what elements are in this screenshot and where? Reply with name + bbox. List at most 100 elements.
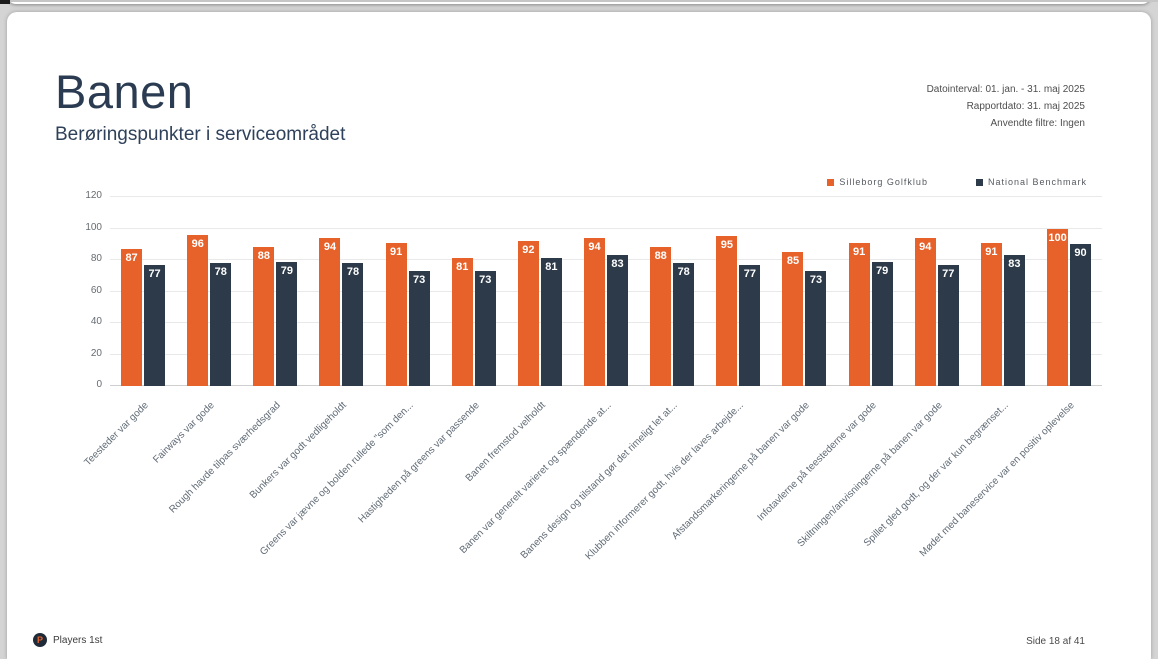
- y-tick-label: 80: [90, 253, 102, 264]
- gridline: [110, 259, 1102, 260]
- meta-report-date: Rapportdato: 31. maj 2025: [966, 101, 1085, 112]
- bar-group: 88 79: [242, 247, 308, 386]
- bar-benchmark: 83: [607, 255, 629, 386]
- bar-group: 91 79: [838, 242, 904, 386]
- bar-benchmark: 79: [276, 261, 298, 386]
- x-axis-labels: Teesteder var gode Fairways var gode Rough…: [83, 392, 1102, 622]
- bar-benchmark: 77: [937, 264, 959, 386]
- page-number: Side 18 af 41: [1026, 636, 1085, 647]
- bar-group: 94 78: [308, 237, 374, 386]
- bar-value-label: 73: [413, 274, 426, 287]
- gridline: [110, 353, 1102, 355]
- bar-value-label: 78: [214, 266, 227, 279]
- bar-value-label: 95: [720, 239, 733, 252]
- bar-club: 94: [914, 237, 936, 386]
- legend-label: Silleborg Golfklub: [839, 177, 928, 187]
- bar-benchmark: 78: [342, 263, 364, 386]
- footer-brand: P Players 1st: [33, 633, 102, 647]
- bar-benchmark: 77: [739, 264, 761, 386]
- bar-group: 81 73: [441, 258, 507, 386]
- bar-value-label: 92: [522, 244, 535, 257]
- bar-value-label: 87: [125, 251, 138, 264]
- bar-group: 91 73: [375, 242, 441, 386]
- report-page: Banen Berøringspunkter i serviceområdet …: [7, 12, 1151, 659]
- legend-swatch-icon: [827, 178, 835, 186]
- bar-benchmark: 90: [1070, 244, 1092, 386]
- bar-value-label: 81: [545, 261, 558, 274]
- bar-club: 91: [848, 242, 870, 386]
- meta-date-interval: Datointerval: 01. jan. - 31. maj 2025: [926, 84, 1085, 95]
- page-gap-shadow: [0, 0, 1158, 2]
- bar-value-label: 88: [654, 250, 667, 263]
- bar-value-label: 73: [809, 274, 823, 287]
- players1st-logo-icon: P: [33, 633, 47, 647]
- bar-value-label: 79: [280, 264, 293, 277]
- bar-value-label: 94: [588, 240, 601, 253]
- bar-value-label: 83: [1008, 258, 1021, 271]
- bar-value-label: 78: [346, 266, 360, 279]
- bar-value-label: 96: [191, 237, 204, 250]
- bar-club: 96: [187, 234, 209, 386]
- plot-area: 0 20 40 60 80 100 120 87 77 96 78 88 79 94 78 91 73 81 73 9…: [85, 190, 1102, 390]
- y-tick-label: 120: [85, 190, 102, 201]
- bar-value-label: 100: [1048, 231, 1067, 244]
- legend-item: Silleborg Golfklub: [827, 177, 928, 187]
- bar-benchmark: 78: [673, 263, 695, 386]
- bar-club: 100: [1047, 228, 1069, 386]
- bar-value-label: 85: [786, 255, 800, 268]
- bar-group: 88 78: [639, 247, 705, 386]
- bar-group: 94 83: [573, 237, 639, 386]
- bar-value-label: 91: [985, 245, 998, 258]
- bar-club: 91: [385, 242, 407, 386]
- bar-value-label: 94: [323, 240, 337, 253]
- page-subtitle: Berøringspunkter i serviceområdet: [55, 124, 346, 145]
- meta-filters: Anvendte filtre: Ingen: [990, 118, 1085, 129]
- legend-item: National Benchmark: [975, 177, 1087, 187]
- chart-legend: Silleborg Golfklub National Benchmark: [827, 177, 1087, 187]
- bar-value-label: 91: [390, 245, 403, 258]
- bar-value-label: 83: [611, 258, 624, 271]
- bar-value-label: 77: [743, 267, 756, 280]
- bar-benchmark: 81: [540, 258, 562, 386]
- brand-name: Players 1st: [53, 634, 103, 646]
- bar-value-label: 77: [942, 267, 955, 280]
- report-meta: Datointerval: 01. jan. - 31. maj 2025 Ra…: [927, 81, 1085, 132]
- bar-club: 95: [716, 236, 738, 386]
- y-tick-label: 100: [85, 221, 102, 233]
- bar-benchmark: 73: [474, 271, 496, 386]
- bar-group: 92 81: [507, 241, 573, 386]
- bar-club: 92: [517, 241, 539, 386]
- bar-club: 88: [253, 247, 275, 386]
- bar-value-label: 77: [148, 267, 161, 280]
- legend-label: National Benchmark: [987, 177, 1087, 187]
- bar-group: 91 83: [970, 242, 1036, 386]
- bar-benchmark: 73: [805, 271, 827, 386]
- gridline: [110, 322, 1102, 323]
- bar-benchmark: 73: [408, 271, 430, 386]
- window-corner: [0, 0, 10, 4]
- gridline: [110, 385, 1102, 386]
- bar-value-label: 78: [677, 266, 690, 279]
- gridline: [110, 290, 1102, 292]
- y-tick-label: 60: [90, 284, 102, 296]
- bar-groups: 87 77 96 78 88 79 94 78 91 73 81 73 92 81 94 83 88 78 95 77…: [110, 197, 1102, 386]
- bar-value-label: 81: [456, 261, 469, 274]
- bar-club: 87: [121, 248, 143, 386]
- bar-group: 87 77: [110, 248, 176, 386]
- bar-value-label: 90: [1074, 247, 1087, 260]
- bar-benchmark: 77: [144, 264, 166, 386]
- previous-page-edge: [7, 0, 1151, 4]
- legend-swatch-icon: [975, 178, 983, 186]
- bar-value-label: 91: [852, 245, 866, 258]
- gridline: [110, 196, 1102, 197]
- bar-club: 94: [584, 237, 606, 386]
- bar-group: 96 78: [176, 234, 242, 386]
- bar-club: 85: [782, 252, 804, 386]
- bar-group: 100 90: [1036, 228, 1102, 386]
- bar-benchmark: 79: [871, 261, 893, 386]
- bar-group: 85 73: [771, 252, 837, 386]
- bar-club: 81: [451, 258, 473, 386]
- y-tick-label: 0: [96, 379, 102, 390]
- bar-benchmark: 78: [210, 263, 232, 386]
- bar-club: 88: [650, 247, 672, 386]
